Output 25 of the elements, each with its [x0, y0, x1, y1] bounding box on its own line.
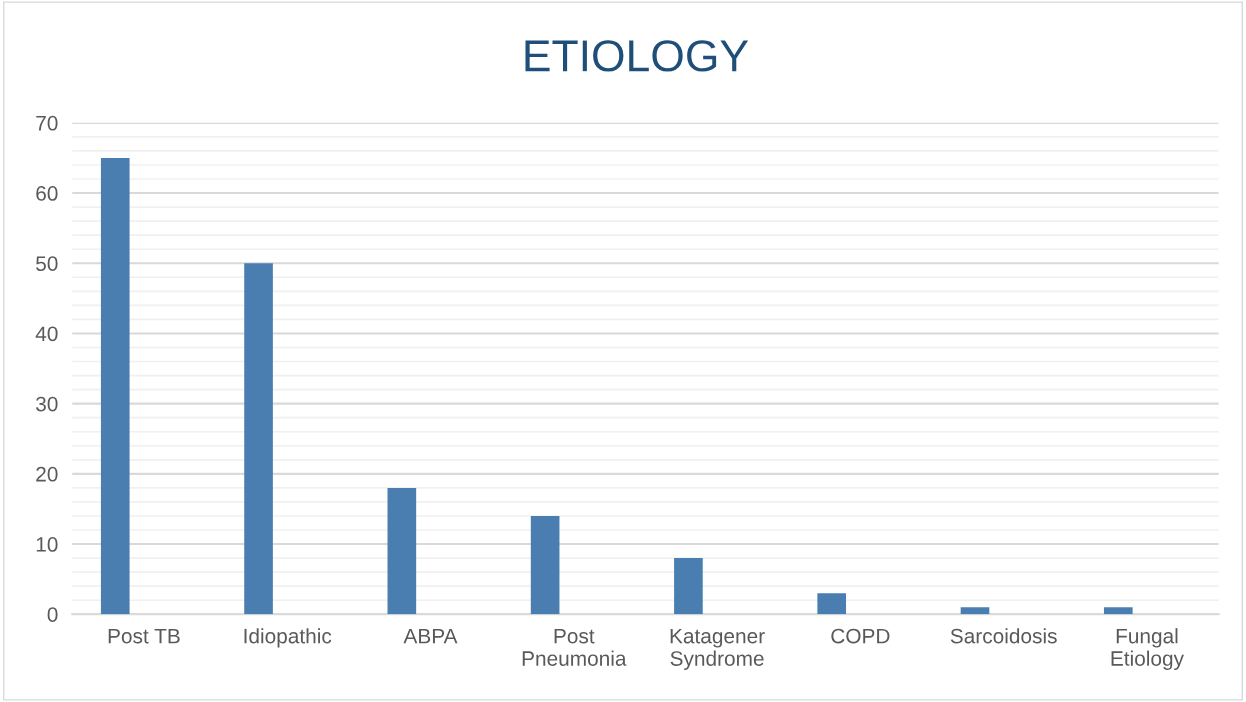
chart-title: ETIOLOGY: [525, 40, 749, 72]
bar: [817, 593, 847, 615]
y-tick-label: 30: [36, 396, 58, 412]
x-tick-label: COPD: [831, 628, 890, 644]
x-tick-label: Katagener Syndrome: [670, 628, 765, 670]
y-tick-label: 10: [36, 537, 58, 552]
y-tick-label: 50: [36, 256, 58, 271]
y-tick-label: 0: [47, 607, 58, 622]
x-tick-label: ABPA: [403, 628, 458, 644]
x-tick-label: Post TB: [108, 628, 180, 644]
bar: [960, 607, 990, 615]
y-tick-label: 70: [36, 115, 58, 131]
x-tick-label: Sarcoidosis: [950, 628, 1057, 644]
bar: [244, 263, 273, 615]
bar: [100, 157, 130, 615]
bar: [530, 515, 560, 615]
bar: [1103, 607, 1133, 615]
x-tick-label: Fungal Etiology: [1111, 628, 1184, 670]
y-tick-label: 40: [35, 326, 58, 342]
bar: [674, 558, 703, 615]
y-tick-label: 20: [36, 466, 58, 482]
x-tick-label: Idiopathic: [244, 628, 332, 648]
y-tick-label: 60: [36, 186, 58, 201]
x-tick-label: Post Pneumonia: [522, 628, 627, 666]
bar: [387, 487, 417, 615]
